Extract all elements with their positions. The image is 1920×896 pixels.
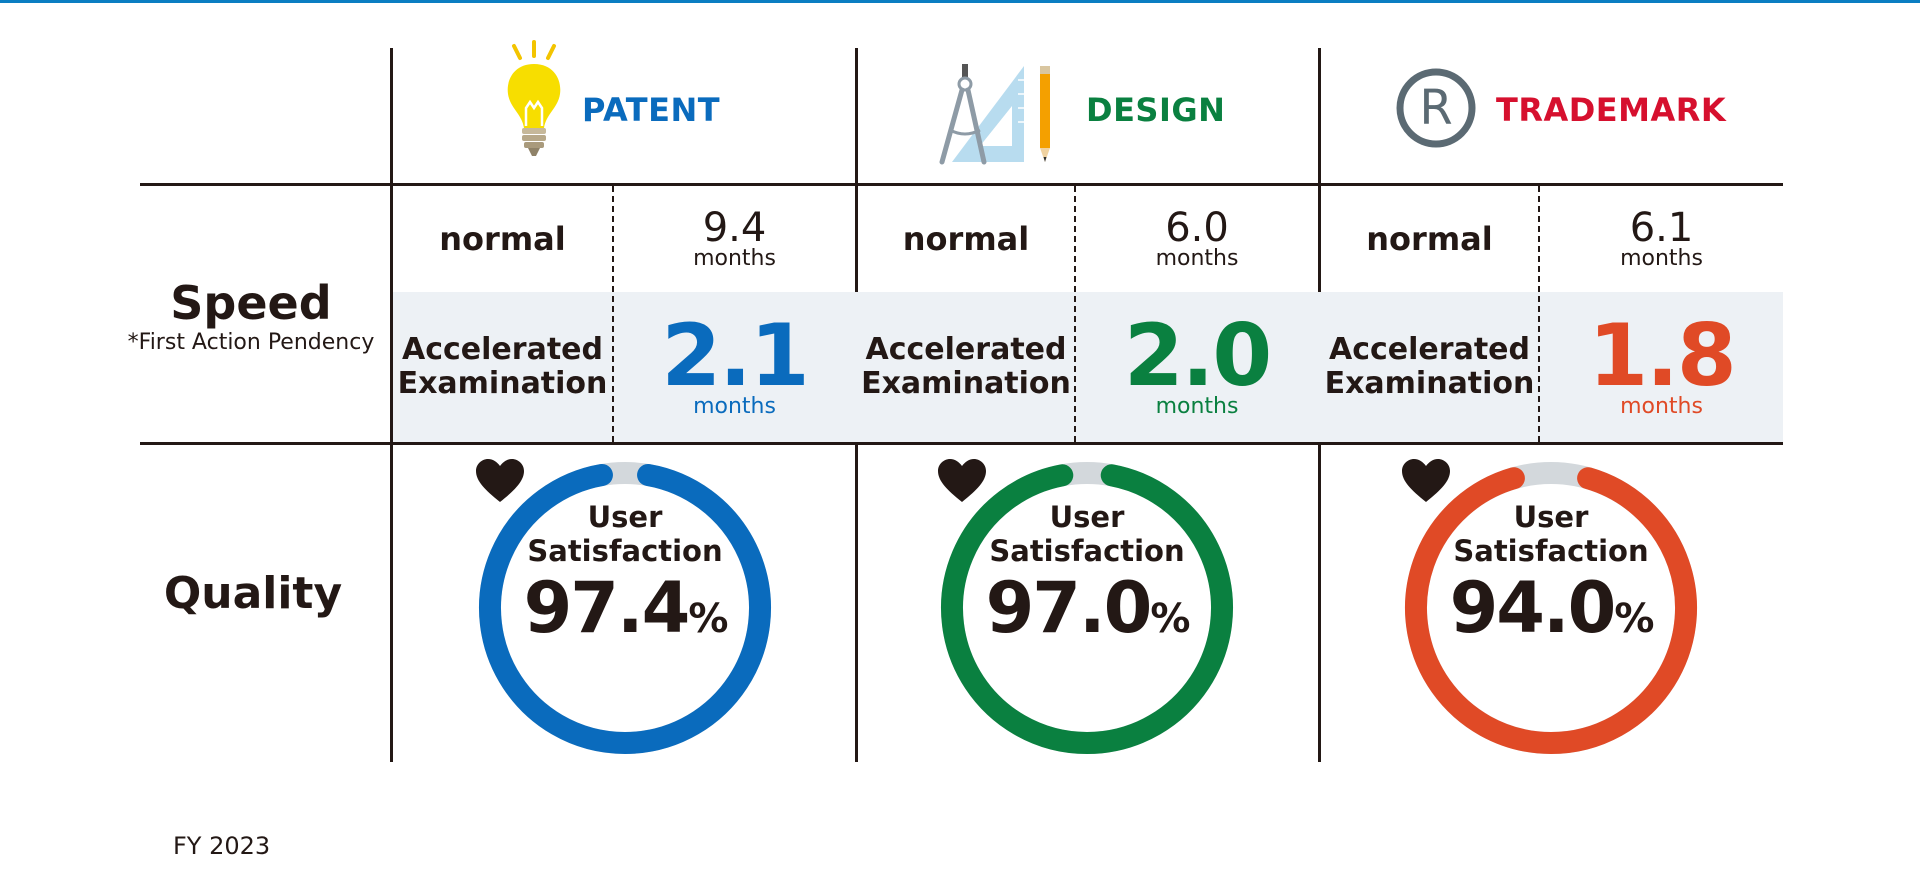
patent-satisfaction-number: 97.4	[523, 567, 691, 649]
trademark-normal-value-cell: 6.1 months	[1540, 186, 1783, 292]
design-accel-label: Accelerated Examination	[858, 292, 1074, 442]
patent-ring-text: User Satisfaction 97.4%	[475, 458, 775, 758]
design-satisfaction-label-line1: User	[1049, 500, 1125, 534]
patent-title: PATENT	[582, 91, 721, 129]
grid-line-v1	[390, 48, 393, 762]
patent-satisfaction-label-line1: User	[587, 500, 663, 534]
trademark-percent-sign: %	[1614, 596, 1654, 642]
trademark-satisfaction-ring: User Satisfaction 94.0%	[1401, 458, 1701, 758]
design-percent-sign: %	[1150, 596, 1190, 642]
patent-percent-sign: %	[688, 596, 728, 642]
trademark-satisfaction-value: 94.0%	[1401, 568, 1701, 659]
design-normal-label: normal	[858, 186, 1074, 292]
trademark-accel-value-cell: 1.8 months	[1540, 292, 1783, 442]
trademark-normal-label: normal	[1321, 186, 1538, 292]
grid-line-h2	[140, 442, 1783, 445]
patent-satisfaction-value: 97.4%	[475, 568, 775, 659]
design-normal-text: normal	[902, 220, 1030, 258]
design-accel-value: 2.0	[1123, 306, 1272, 406]
trademark-accel-label-line1: Accelerated	[1329, 332, 1530, 367]
patent-accel-label-line1: Accelerated	[402, 332, 603, 367]
patent-ring-chart	[479, 462, 771, 754]
design-normal-value: 6.0	[1165, 205, 1229, 251]
patent-accel-unit: months	[693, 394, 776, 419]
patent-accel-label-line2: Examination	[397, 366, 608, 401]
trademark-normal-text: normal	[1366, 220, 1493, 258]
patent-normal-unit: months	[693, 246, 776, 271]
design-satisfaction-label-line2: Satisfaction	[989, 534, 1185, 568]
trademark-header: R TRADEMARK	[1394, 66, 1734, 156]
patent-normal-text: normal	[439, 220, 566, 258]
design-accel-value-cell: 2.0 months	[1076, 292, 1318, 442]
design-satisfaction-label: User Satisfaction	[937, 500, 1237, 568]
patent-normal-value-cell: 9.4 months	[614, 186, 855, 292]
speed-subtitle: *First Action Pendency	[127, 330, 375, 355]
trademark-satisfaction-label-line1: User	[1513, 500, 1589, 534]
design-accel-label-line2: Examination	[861, 366, 1071, 401]
svg-text:R: R	[1419, 80, 1452, 136]
speed-row-title: Speed *First Action Pendency	[126, 276, 376, 356]
design-ring-arc	[941, 464, 1233, 754]
fiscal-year-note: FY 2023	[173, 832, 271, 860]
design-accel-unit: months	[1155, 394, 1239, 419]
trademark-accel-unit: months	[1620, 394, 1703, 419]
trademark-ring-text: User Satisfaction 94.0%	[1401, 458, 1701, 758]
design-normal-value-cell: 6.0 months	[1076, 186, 1318, 292]
patent-satisfaction-ring: User Satisfaction 97.4%	[475, 458, 775, 758]
trademark-normal-value: 6.1	[1629, 205, 1694, 251]
heart-icon	[1402, 459, 1450, 502]
design-satisfaction-number: 97.0	[985, 567, 1153, 649]
trademark-satisfaction-label: User Satisfaction	[1401, 500, 1701, 568]
trademark-satisfaction-number: 94.0	[1449, 567, 1617, 649]
trademark-accel-label: Accelerated Examination	[1321, 292, 1538, 442]
heart-icon	[476, 459, 524, 502]
dashed-separator-trademark	[1538, 186, 1540, 442]
speed-title: Speed	[170, 276, 332, 330]
heart-icon	[938, 459, 986, 502]
patent-satisfaction-label: User Satisfaction	[475, 500, 775, 568]
patent-accel-label: Accelerated Examination	[393, 292, 612, 442]
trademark-ring-arc	[1405, 467, 1697, 754]
dashed-separator-patent	[612, 186, 614, 442]
patent-ring-arc	[479, 463, 771, 754]
design-header: DESIGN	[936, 60, 1236, 170]
patent-normal-value: 9.4	[702, 205, 767, 251]
drafting-tools-icon	[936, 60, 1056, 174]
design-ring-chart	[941, 462, 1233, 754]
trademark-accel-label-line2: Examination	[1324, 366, 1535, 401]
trademark-ring-chart	[1405, 462, 1697, 754]
patent-normal-label: normal	[393, 186, 612, 292]
design-satisfaction-ring: User Satisfaction 97.0%	[937, 458, 1237, 758]
grid-line-h1	[140, 183, 1783, 186]
patent-satisfaction-label-line2: Satisfaction	[527, 534, 723, 568]
design-accel-label-line1: Accelerated	[865, 332, 1067, 367]
registered-mark-icon: R	[1394, 66, 1478, 154]
accelerated-band	[393, 292, 1783, 442]
lightbulb-icon	[500, 38, 568, 167]
patent-accel-value-cell: 2.1 months	[614, 292, 855, 442]
design-satisfaction-value: 97.0%	[937, 568, 1237, 659]
trademark-accel-value: 1.8	[1588, 306, 1736, 406]
design-ring-text: User Satisfaction 97.0%	[937, 458, 1237, 758]
design-normal-unit: months	[1155, 246, 1239, 271]
patent-accel-value: 2.1	[661, 306, 809, 406]
design-title: DESIGN	[1086, 91, 1226, 129]
dashed-separator-design	[1074, 186, 1076, 442]
quality-row-title: Quality	[163, 568, 343, 619]
trademark-title: TRADEMARK	[1496, 91, 1727, 129]
trademark-normal-unit: months	[1620, 246, 1703, 271]
patent-header: PATENT	[500, 38, 730, 163]
trademark-satisfaction-label-line2: Satisfaction	[1453, 534, 1649, 568]
top-accent-line	[0, 0, 1920, 3]
